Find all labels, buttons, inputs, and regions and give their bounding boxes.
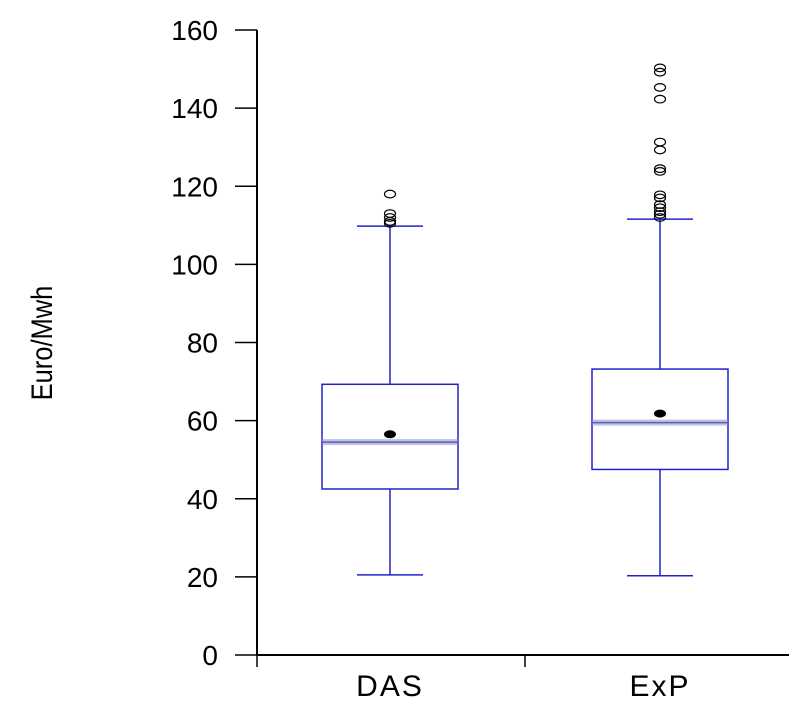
- y-tick-label: 100: [171, 249, 218, 280]
- outlier-point: [653, 164, 667, 174]
- y-tick-label: 80: [187, 328, 218, 359]
- y-tick-label: 40: [187, 484, 218, 515]
- outlier-point: [653, 203, 667, 213]
- outlier-point: [653, 200, 667, 210]
- outlier-point: [653, 167, 667, 176]
- outlier-point: [383, 218, 397, 228]
- y-tick-label: 120: [171, 171, 218, 202]
- outlier-point: [653, 209, 667, 219]
- outlier-point: [383, 189, 397, 199]
- outlier-point: [383, 213, 397, 222]
- y-tick-label: 60: [187, 406, 218, 437]
- outlier-point: [653, 193, 667, 203]
- outlier-point: [653, 145, 667, 155]
- y-axis-label: Euro/Mwh: [25, 286, 58, 401]
- iqr-box: [321, 383, 459, 490]
- mean-point: [384, 430, 396, 439]
- outlier-point: [653, 213, 667, 222]
- outlier-point: [653, 190, 667, 200]
- x-category-label: ExP: [629, 670, 690, 698]
- mean-point: [654, 409, 666, 418]
- x-category-label: DAS: [356, 670, 424, 698]
- outlier-point: [653, 83, 667, 92]
- outlier-point: [653, 67, 667, 77]
- outlier-point: [653, 137, 667, 147]
- outlier-point: [653, 94, 667, 104]
- y-tick-label: 20: [187, 562, 218, 593]
- iqr-box: [591, 368, 729, 471]
- y-tick-label: 140: [171, 93, 218, 124]
- outlier-point: [383, 209, 397, 218]
- y-tick-label: 0: [202, 640, 218, 671]
- y-tick-label: 160: [171, 15, 218, 46]
- outlier-point: [653, 63, 667, 73]
